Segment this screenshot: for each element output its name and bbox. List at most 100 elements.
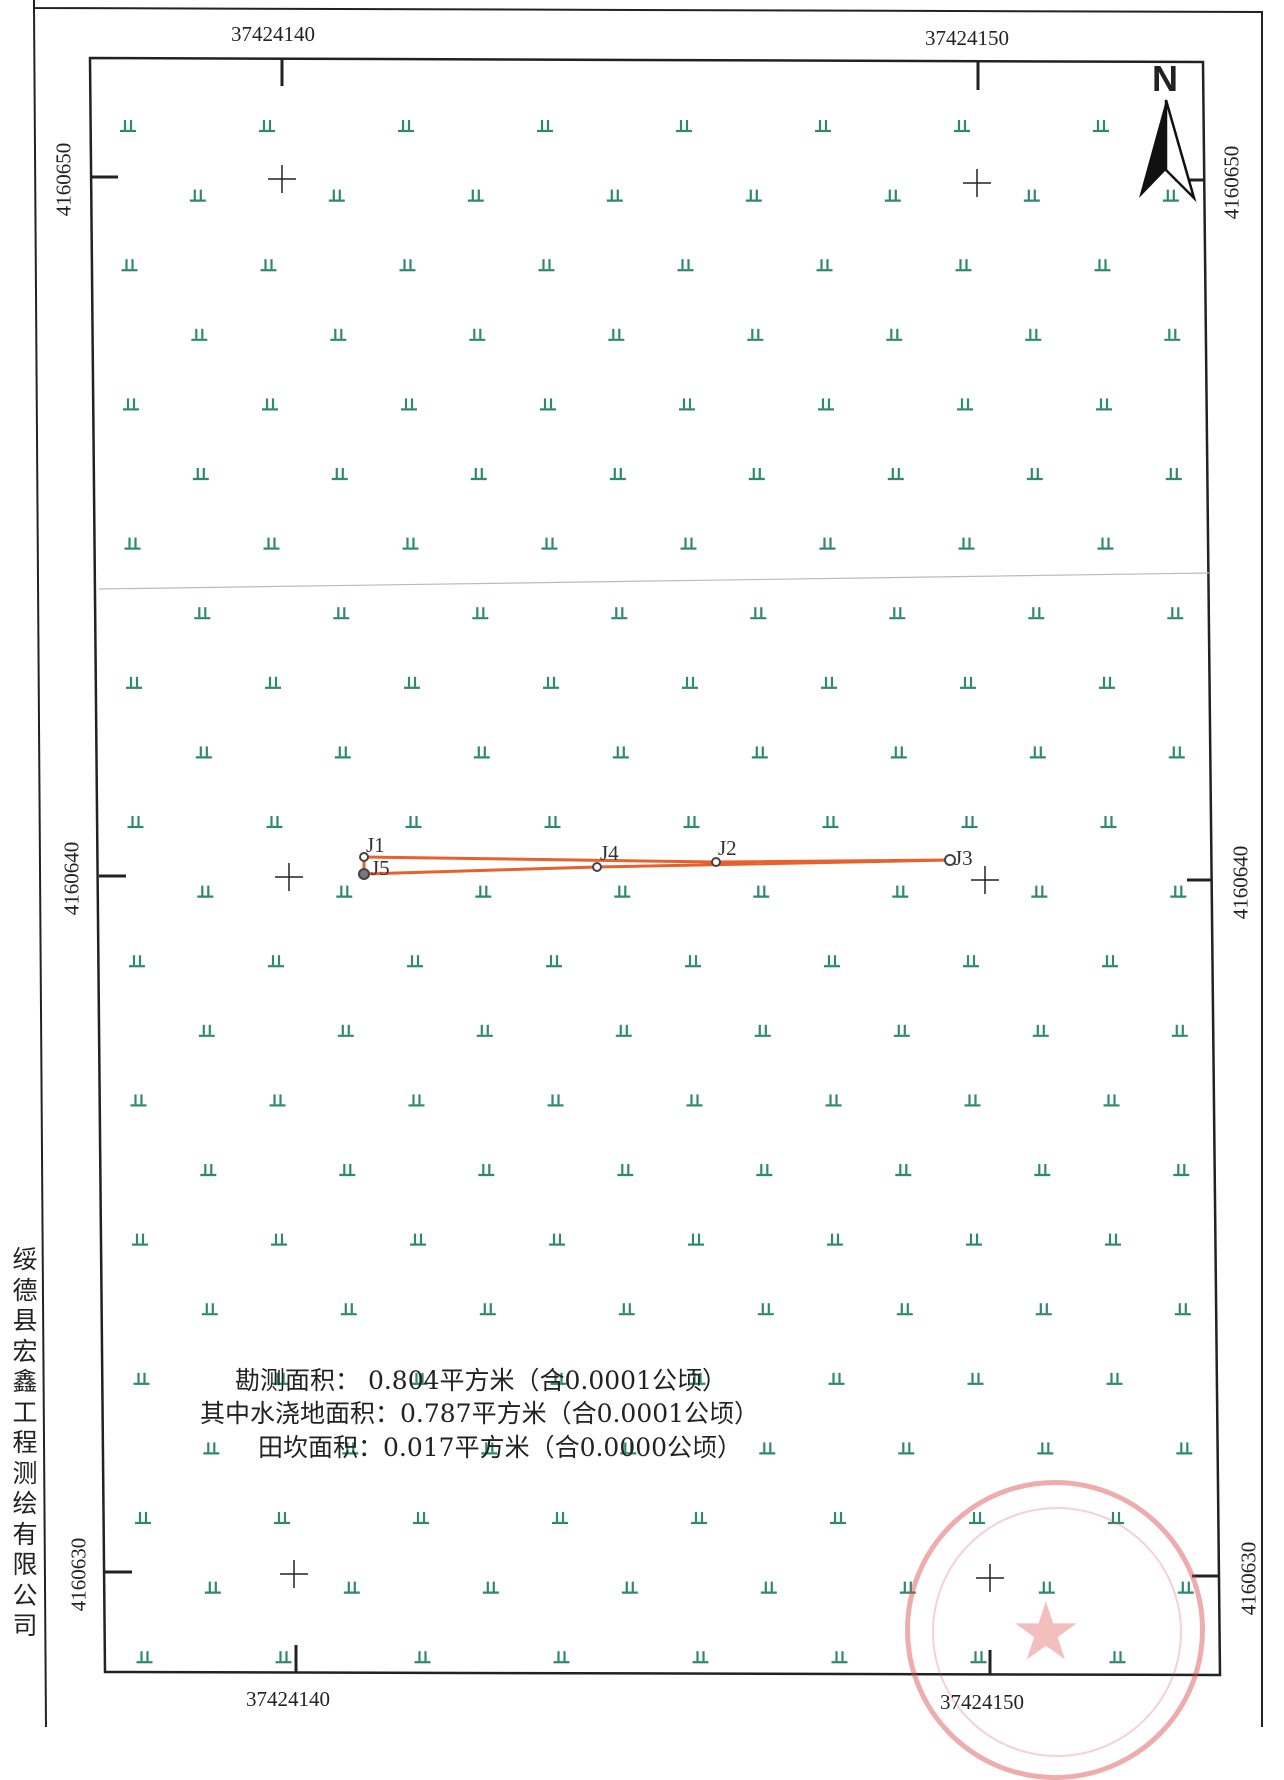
grass-symbol-icon [404, 676, 420, 689]
grass-symbol-icon [550, 1372, 567, 1385]
company-name-vertical: 绥德县宏鑫工程测绘有限公司 [12, 1245, 38, 1640]
grass-symbol-icon [676, 120, 692, 133]
grass-symbol-icon [618, 1303, 635, 1316]
grass-symbol-icon [330, 328, 347, 341]
grass-symbol-icon [266, 816, 283, 829]
grass-symbol-icon [537, 120, 553, 133]
grass-symbol-icon [614, 885, 631, 898]
grass-symbol-icon [203, 1442, 220, 1455]
grass-symbol-icon [275, 1651, 292, 1664]
grass-symbol-icon [121, 259, 138, 272]
grass-symbol-icon [1096, 398, 1112, 411]
grass-symbol-icon [470, 468, 487, 481]
bottom-x-label-1: 37424140 [246, 1687, 330, 1711]
grass-symbol-icon [398, 120, 414, 133]
grass-symbol-icon [475, 885, 492, 898]
grass-symbol-icon [896, 1303, 913, 1316]
grass-symbol-icon [961, 816, 978, 829]
grass-symbol-icon [411, 1372, 428, 1385]
grass-symbol-icon [1097, 537, 1114, 550]
grass-symbol-icon [401, 398, 417, 411]
grass-symbol-icon [750, 607, 767, 620]
grass-symbol-icon [546, 955, 562, 968]
grass-symbol-icon [759, 1442, 776, 1455]
grass-symbol-icon [609, 468, 626, 481]
grass-symbol-icon [538, 259, 555, 272]
grass-symbol-icon [892, 885, 909, 898]
grass-symbol-icon [262, 398, 278, 411]
grass-symbol-icon [473, 746, 490, 759]
grass-symbol-icon [1099, 676, 1115, 689]
grass-symbol-icon [682, 676, 698, 689]
grass-symbol-icon [189, 189, 206, 202]
grass-symbol-icon [753, 885, 770, 898]
grass-symbol-icon [612, 746, 629, 759]
left-y-label-2: 4160640 [59, 841, 84, 916]
grass-symbol-icon [124, 537, 141, 550]
grass-symbol-icon [827, 1233, 843, 1246]
grass-symbol-icon [472, 607, 489, 620]
grass-symbol-icon [819, 537, 836, 550]
point-j4-label: J4 [600, 841, 619, 865]
grass-symbol-icon [201, 1303, 218, 1316]
right-y-label-3: 4160630 [1236, 1541, 1261, 1616]
grass-symbol-icon [136, 1651, 153, 1664]
grass-symbol-icon [467, 189, 484, 202]
grass-symbol-icon [689, 1372, 706, 1385]
grass-symbol-icon [955, 259, 972, 272]
grass-symbol-icon [620, 1442, 637, 1455]
grass-symbol-icon [410, 1233, 426, 1246]
grass-symbol-icon [1031, 885, 1048, 898]
grass-symbol-icon [960, 676, 976, 689]
grass-symbol-icon [482, 1581, 499, 1594]
grass-symbol-icon [754, 1024, 771, 1037]
grass-symbol-icon [679, 398, 695, 411]
survey-map-sheet: J1 J2 J3 J4 J5 N 37424140 37424150 37424… [12, 0, 1263, 1780]
grass-symbol-icon [476, 1024, 493, 1037]
grass-symbol-icon [1037, 1442, 1054, 1455]
grass-symbol-icon [825, 1094, 842, 1107]
grass-symbol-icon [127, 816, 144, 829]
grass-symbol-icon [954, 120, 970, 133]
grass-symbol-icon [685, 955, 701, 968]
point-j5-marker [358, 868, 370, 880]
grass-symbol-icon [399, 259, 416, 272]
grass-symbol-icon [828, 1372, 845, 1385]
grass-symbol-icon [333, 607, 350, 620]
grass-symbol-icon [120, 120, 136, 133]
grass-symbol-icon [274, 1512, 290, 1525]
grass-symbol-icon [1028, 607, 1045, 620]
grass-symbol-icon [342, 1442, 359, 1455]
crosshair-icon [963, 169, 991, 197]
grass-symbol-icon [133, 1372, 150, 1385]
grass-symbol-icon [129, 955, 145, 968]
grass-symbol-icon [549, 1233, 565, 1246]
grass-symbol-icon [541, 537, 558, 550]
grass-symbol-icon [340, 1303, 357, 1316]
grass-symbol-icon [1167, 607, 1184, 620]
grass-symbol-icon [544, 816, 561, 829]
grass-symbol-icon [889, 607, 906, 620]
grass-symbol-icon [760, 1581, 777, 1594]
grass-symbol-icon [895, 1164, 912, 1177]
grass-symbol-icon [552, 1512, 568, 1525]
grass-symbol-icon [1165, 468, 1182, 481]
grass-symbol-icon [547, 1094, 564, 1107]
crosshair-icon [268, 165, 296, 193]
right-y-label-1: 4160650 [1219, 145, 1244, 220]
grass-symbol-icon [265, 676, 281, 689]
grass-symbol-icon [339, 1164, 356, 1177]
grass-symbol-icon [692, 1651, 709, 1664]
grass-symbol-icon [334, 746, 351, 759]
grass-symbol-icon [964, 1094, 981, 1107]
survey-area-line: 勘测面积： 0.804平方米（合0.0001公顷） [235, 1366, 727, 1395]
grass-symbol-icon [606, 189, 623, 202]
grass-symbol-icon [402, 537, 419, 550]
grass-symbol-icon [1026, 468, 1043, 481]
outer-border-left [33, 7, 47, 1727]
grass-symbol-icon [331, 468, 348, 481]
grass-symbol-icon [1025, 328, 1042, 341]
left-y-label-3: 4160630 [66, 1537, 91, 1612]
grass-symbol-icon [1102, 955, 1118, 968]
grass-symbol-icon [259, 120, 275, 133]
